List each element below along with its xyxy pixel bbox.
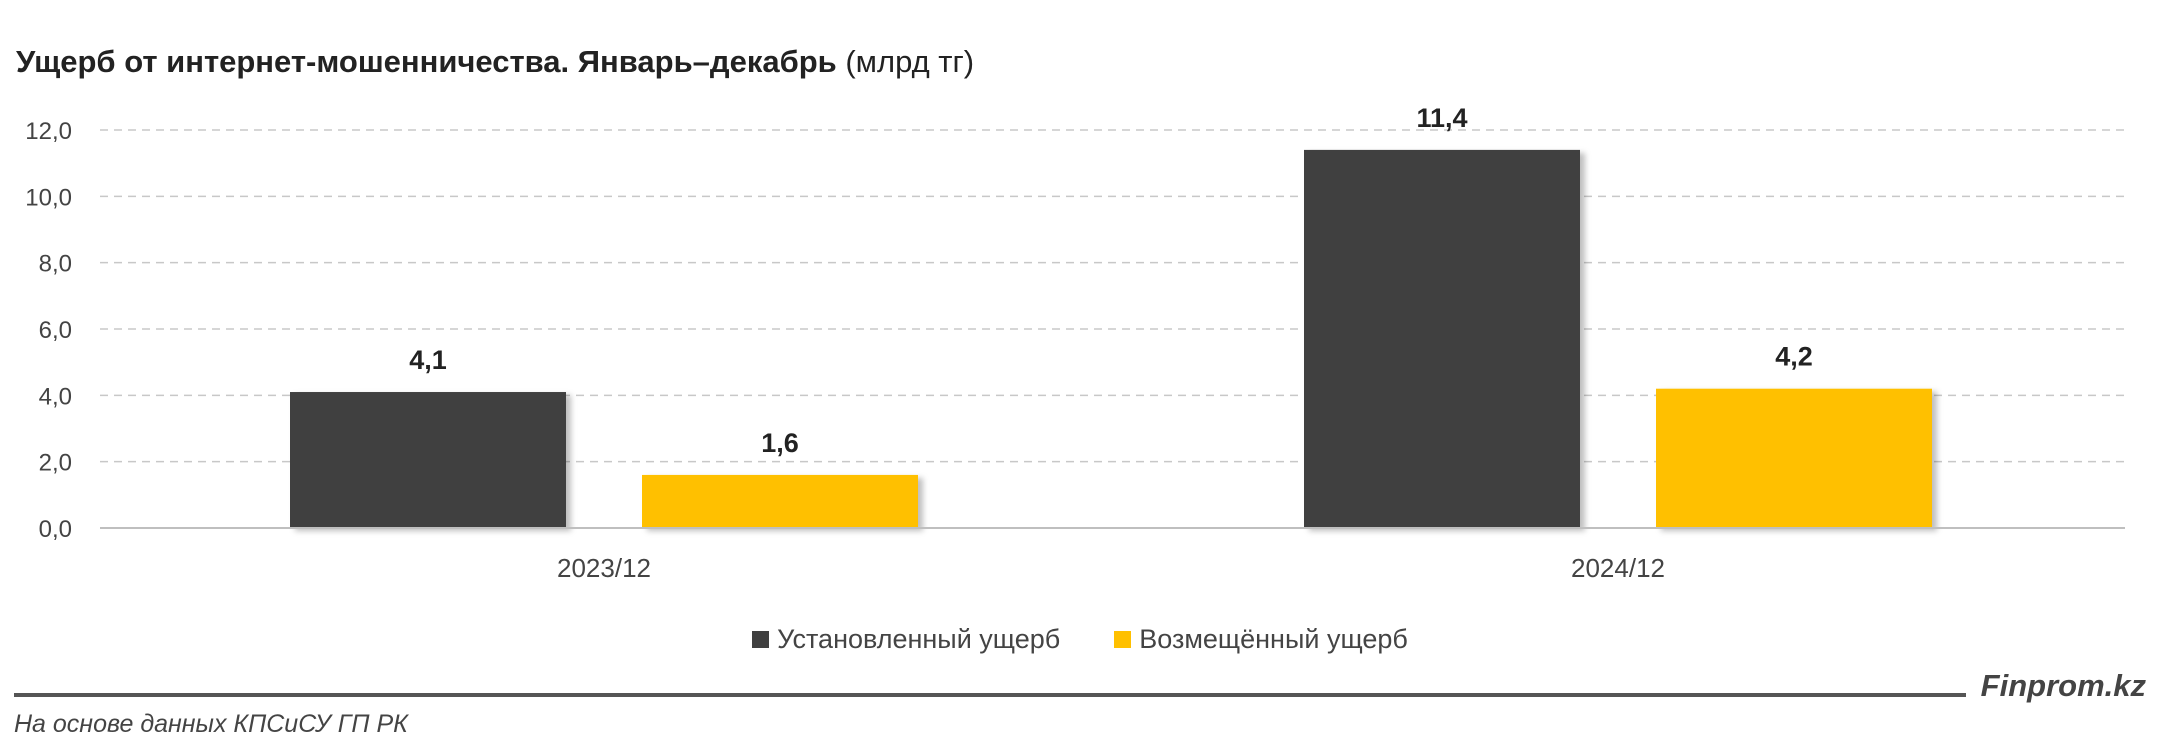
y-tick-label: 12,0 — [25, 118, 72, 145]
source-note: На основе данных КПСиСУ ГП РК — [14, 710, 408, 738]
x-tick-label: 2023/12 — [557, 553, 651, 583]
footer-divider — [14, 693, 1966, 697]
y-tick-label: 6,0 — [39, 317, 72, 344]
chart-title-unit: (млрд тг) — [845, 44, 975, 79]
bar — [1304, 149, 1580, 528]
legend-label-installed: Установленный ущерб — [777, 624, 1061, 654]
legend-swatch-installed — [752, 631, 770, 648]
legend: Установленный ущерб Возмещённый ущерб — [0, 624, 2160, 655]
bar — [290, 392, 566, 528]
legend-item-installed: Установленный ущерб — [752, 624, 1060, 655]
data-label: 4,1 — [409, 345, 447, 375]
x-tick-label: 2024/12 — [1571, 553, 1665, 583]
chart-title: Ущерб от интернет-мошенничества. Январь–… — [16, 44, 974, 80]
data-label: 4,2 — [1775, 342, 1813, 372]
bar — [642, 474, 918, 528]
y-tick-label: 10,0 — [25, 184, 72, 211]
data-label: 11,4 — [1416, 103, 1467, 133]
y-tick-label: 4,0 — [39, 383, 72, 410]
legend-item-reimbursed: Возмещённый ущерб — [1114, 624, 1408, 655]
bar — [1656, 388, 1932, 528]
y-tick-label: 2,0 — [39, 450, 72, 477]
y-tick-label: 0,0 — [39, 516, 72, 543]
data-label: 1,6 — [761, 428, 799, 458]
chart-title-main: Ущерб от интернет-мошенничества. Январь–… — [16, 44, 837, 79]
legend-label-reimbursed: Возмещённый ущерб — [1139, 624, 1408, 654]
brand-logo: Finprom.kz — [1980, 668, 2146, 703]
legend-swatch-reimbursed — [1114, 631, 1132, 648]
y-tick-label: 8,0 — [39, 251, 72, 278]
